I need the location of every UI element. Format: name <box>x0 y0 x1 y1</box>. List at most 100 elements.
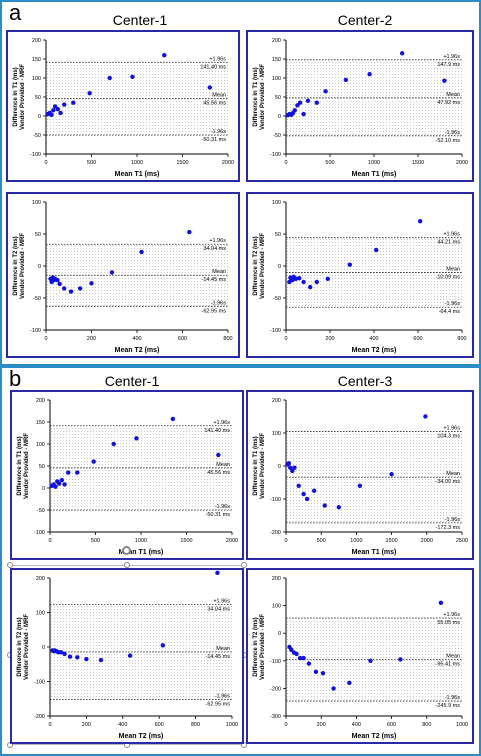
section-b-frame <box>0 366 481 756</box>
data-point <box>98 657 104 663</box>
x-tick-label: 2500 <box>456 538 468 544</box>
y-axis-label-2: Vendor Provided - MRF <box>260 233 266 299</box>
y-tick-label: -100 <box>30 328 41 334</box>
x-tick-label: 1500 <box>385 538 397 544</box>
data-point <box>301 491 306 497</box>
x-tick-label: 0 <box>284 722 287 728</box>
reference-label: -1.96s <box>211 300 227 306</box>
y-tick-label: 150 <box>32 57 41 63</box>
y-axis-label-2: Vendor Provided - MRF <box>260 614 266 680</box>
y-tick-label: -200 <box>270 686 281 692</box>
y-tick-label: -300 <box>270 714 281 720</box>
y-tick-label: 200 <box>32 38 41 44</box>
data-point <box>216 452 221 458</box>
data-point <box>127 653 133 658</box>
reference-label: +1.96s <box>213 598 230 604</box>
y-axis-label-2: Vendor Provided - MRF <box>20 233 26 299</box>
y-tick-label: -50 <box>33 296 41 302</box>
reference-label: Mean <box>212 269 226 275</box>
y-tick-label: -50 <box>273 296 281 302</box>
resize-handle-top-left[interactable] <box>7 562 13 568</box>
section-a-title-right: Center-2 <box>337 12 393 28</box>
y-tick-label: 100 <box>272 76 281 82</box>
reference-value: 104.3 ms <box>437 434 460 440</box>
x-tick-label: 400 <box>132 336 141 342</box>
chart-svg-b3: -200 -100 0 100 200 0 200 400 600 800 1000 +1.96s 34… <box>17 570 238 740</box>
x-tick-label: 800 <box>457 336 466 342</box>
reference-label: -1.96s <box>445 130 461 136</box>
reference-value: -62.95 ms <box>206 702 231 708</box>
data-point <box>59 477 65 483</box>
x-tick-label: 500 <box>325 160 334 166</box>
x-axis-label: Mean T2 (ms) <box>352 733 397 740</box>
data-point <box>374 247 379 253</box>
chart-panel-a1: -100 -50 0 50 100 150 200 0 500 1000 1500 2000 +1.96… <box>6 30 240 182</box>
section-b-title-left: Center-1 <box>104 373 160 389</box>
x-tick-label: 0 <box>44 336 47 342</box>
x-axis-label: Mean T1 (ms) <box>352 171 397 178</box>
resize-handle-top-middle[interactable] <box>124 562 130 568</box>
y-tick-label: 50 <box>35 95 41 101</box>
x-tick-label: 600 <box>155 722 164 728</box>
data-point <box>84 656 89 662</box>
x-axis-label: Mean T1 (ms) <box>119 549 164 556</box>
data-point <box>301 111 306 117</box>
data-point <box>314 100 319 105</box>
data-point <box>67 654 73 659</box>
data-point <box>53 484 58 489</box>
resize-handle-bottom-right[interactable] <box>241 742 247 748</box>
reference-label: +1.96s <box>443 54 460 60</box>
data-point <box>325 276 330 281</box>
x-axis-label: Mean T2 (ms) <box>352 347 397 354</box>
data-point <box>55 106 61 112</box>
x-axis-label: Mean T2 (ms) <box>119 733 164 740</box>
y-axis-label-2: Vendor Provided - MRF <box>24 433 30 499</box>
x-tick-label: 2000 <box>421 538 433 544</box>
data-point <box>301 279 306 285</box>
section-b-title-right: Center-3 <box>337 373 393 389</box>
y-tick-label: 0 <box>278 631 281 637</box>
y-tick-label: -100 <box>270 328 281 334</box>
y-tick-label: 100 <box>272 604 281 610</box>
y-tick-label: 50 <box>275 95 281 101</box>
y-tick-label: 0 <box>278 114 281 120</box>
rotate-handle[interactable] <box>122 546 131 555</box>
y-tick-label: -200 <box>270 530 281 536</box>
x-tick-label: 400 <box>118 722 127 728</box>
data-point <box>399 51 405 56</box>
data-point <box>314 279 319 285</box>
chart-panel-a3: -100 -50 0 50 100 0 200 400 600 800 +1.96s 34.04 ms… <box>6 192 240 358</box>
y-tick-label: -100 <box>34 680 45 686</box>
x-tick-label: 2000 <box>222 160 234 166</box>
reference-label: -1.96s <box>215 694 231 700</box>
data-point <box>75 655 80 660</box>
y-tick-label: 0 <box>278 464 281 470</box>
y-axis-label: Difference in T1 (ms) <box>253 436 259 495</box>
chart-panel-b2: -200 -100 0 100 200 0 500 1000 1500 2000 2500 +1.96… <box>246 390 474 560</box>
x-tick-label: 200 <box>325 336 334 342</box>
y-axis-label-2: Vendor Provided - MRF <box>260 64 266 130</box>
x-tick-label: 1500 <box>412 160 424 166</box>
data-point <box>308 284 313 290</box>
data-point <box>288 465 293 470</box>
x-tick-label: 800 <box>223 336 232 342</box>
data-point <box>49 112 54 118</box>
resize-handle-top-right[interactable] <box>241 562 247 568</box>
chart-panel-a4: -100 -50 0 50 100 0 200 400 600 800 +1.96s 44.21 ms… <box>246 192 474 358</box>
data-point <box>58 110 63 116</box>
section-a-title-left: Center-1 <box>112 12 168 28</box>
reference-label: -1.96s <box>215 504 231 510</box>
y-axis-label: Difference in T2 (ms) <box>13 236 19 295</box>
data-point <box>311 488 317 493</box>
y-tick-label: -100 <box>270 152 281 158</box>
data-point <box>368 658 373 663</box>
reference-value: -34.00 ms <box>436 479 461 485</box>
y-tick-label: -200 <box>34 714 45 720</box>
section-a-letter: a <box>6 2 25 24</box>
reference-label: +1.96s <box>443 612 460 618</box>
y-tick-label: 200 <box>272 38 281 44</box>
data-point <box>66 470 71 475</box>
